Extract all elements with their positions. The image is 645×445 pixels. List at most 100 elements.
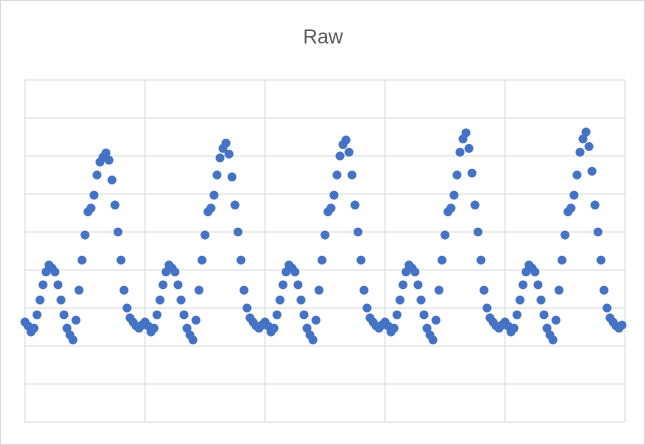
point [470, 200, 480, 210]
point [224, 149, 234, 159]
point [356, 255, 366, 265]
point [272, 310, 282, 320]
point [452, 170, 462, 180]
point [464, 143, 474, 153]
point [590, 200, 600, 210]
point [233, 227, 243, 237]
point [473, 227, 483, 237]
point [581, 127, 591, 137]
point [122, 303, 132, 313]
point [437, 255, 447, 265]
point [77, 255, 87, 265]
point [431, 315, 441, 325]
point [578, 134, 588, 144]
point [188, 335, 198, 345]
point [170, 267, 180, 277]
point [29, 323, 39, 333]
point [326, 203, 336, 213]
point [596, 255, 606, 265]
point [518, 280, 528, 290]
point [173, 280, 183, 290]
point [212, 170, 222, 180]
point [191, 315, 201, 325]
point [560, 230, 570, 240]
point [419, 310, 429, 320]
point [509, 323, 519, 333]
point [341, 135, 351, 145]
point [575, 147, 585, 157]
point [314, 285, 324, 295]
point [293, 280, 303, 290]
point [221, 138, 231, 148]
point [227, 172, 237, 182]
point [275, 295, 285, 305]
point [416, 295, 426, 305]
point [566, 203, 576, 213]
point [344, 147, 354, 157]
point [569, 190, 579, 200]
point [152, 310, 162, 320]
point [446, 203, 456, 213]
point [617, 320, 627, 330]
point [179, 310, 189, 320]
chart-title: Raw [303, 26, 344, 48]
point [278, 280, 288, 290]
point [59, 310, 69, 320]
point [119, 285, 129, 295]
point [440, 230, 450, 240]
point [197, 255, 207, 265]
point [413, 280, 423, 290]
point [215, 153, 225, 163]
point [299, 310, 309, 320]
point [176, 295, 186, 305]
point [551, 315, 561, 325]
point [515, 295, 525, 305]
point [389, 323, 399, 333]
point [86, 203, 96, 213]
point [236, 255, 246, 265]
point [476, 255, 486, 265]
point [242, 303, 252, 313]
point [557, 255, 567, 265]
point [32, 310, 42, 320]
point [206, 203, 216, 213]
point [533, 280, 543, 290]
point [101, 148, 111, 158]
point [38, 280, 48, 290]
point [308, 335, 318, 345]
point [74, 285, 84, 295]
point [209, 190, 219, 200]
point [587, 166, 597, 176]
point [104, 155, 114, 165]
point [92, 170, 102, 180]
point [53, 280, 63, 290]
point [461, 128, 471, 138]
point [449, 190, 459, 200]
point [311, 315, 321, 325]
point [71, 315, 81, 325]
point [392, 310, 402, 320]
point [350, 200, 360, 210]
point [200, 230, 210, 240]
point [320, 230, 330, 240]
point [512, 310, 522, 320]
point [35, 295, 45, 305]
point [296, 295, 306, 305]
point [230, 200, 240, 210]
point [428, 335, 438, 345]
point [194, 285, 204, 295]
point [539, 310, 549, 320]
point [80, 230, 90, 240]
point [584, 142, 594, 151]
point [68, 335, 78, 345]
point [329, 190, 339, 200]
point [602, 303, 612, 313]
point [542, 323, 552, 333]
point [56, 295, 66, 305]
point [302, 323, 312, 333]
point [554, 285, 564, 295]
point [335, 151, 345, 161]
point [239, 285, 249, 295]
point [599, 285, 609, 295]
point [116, 255, 126, 265]
